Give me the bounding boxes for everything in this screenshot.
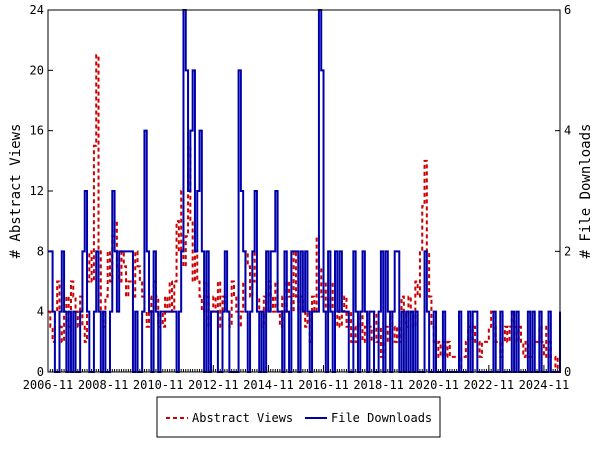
y-tick-label: 24 xyxy=(30,3,44,17)
y-tick-label: 20 xyxy=(30,63,44,77)
legend-box xyxy=(156,396,441,438)
y2-tick-label: 2 xyxy=(564,244,571,258)
y-tick-label: 16 xyxy=(30,124,44,138)
x-axis: 2006-11 2008-11 2010-11 2012-11 2014-11 2016-… xyxy=(23,378,570,392)
plot-frame xyxy=(47,9,561,373)
y-axis-left: 0 4 8 12 16 20 24 xyxy=(30,3,44,379)
y-tick-label: 4 xyxy=(37,305,44,319)
x-tick-label: 2008-11 xyxy=(78,378,129,392)
y-axis-right: 0 2 4 6 xyxy=(564,3,571,379)
y-tick-label: 12 xyxy=(30,184,44,198)
y-axis-title: # Abstract Views xyxy=(8,124,24,259)
x-tick-label: 2024-11 xyxy=(519,378,570,392)
x-tick-label: 2006-11 xyxy=(23,378,74,392)
legend-label-abstract-views: Abstract Views xyxy=(192,411,293,425)
x-tick-label: 2022-11 xyxy=(464,378,515,392)
series-line-abstract-views xyxy=(48,54,561,373)
y2-tick-label: 4 xyxy=(564,124,571,138)
x-tick-label: 2014-11 xyxy=(243,378,294,392)
y2-tick-label: 6 xyxy=(564,3,571,17)
x-tick-label: 2016-11 xyxy=(298,378,349,392)
x-tick-label: 2012-11 xyxy=(188,378,239,392)
y-tick-label: 0 xyxy=(37,365,44,379)
y-tick-label: 8 xyxy=(37,244,44,258)
x-tick-label: 2010-11 xyxy=(133,378,184,392)
legend: Abstract Views File Downloads xyxy=(156,396,441,438)
x-tick-label: 2018-11 xyxy=(353,378,404,392)
y2-axis-title: # File Downloads xyxy=(578,124,594,259)
legend-label-file-downloads: File Downloads xyxy=(331,411,432,425)
y2-tick-label: 0 xyxy=(564,365,571,379)
x-tick-label: 2020-11 xyxy=(408,378,459,392)
